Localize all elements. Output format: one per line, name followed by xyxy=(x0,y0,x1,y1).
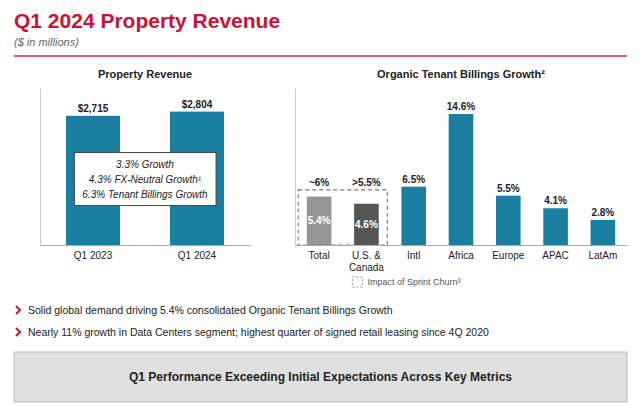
footer: Q1 Performance Exceeding Initial Expecta… xyxy=(129,370,512,384)
data-label: 2.8% xyxy=(591,207,614,218)
x-tick: Total xyxy=(309,245,330,261)
x-tick-label: Europe xyxy=(492,250,525,261)
x-tick-label: Africa xyxy=(448,250,474,261)
x-axis-line xyxy=(41,245,251,246)
data-label: 5.5% xyxy=(497,183,520,194)
x-axis: Q1 2023 Q1 2024 xyxy=(41,245,251,261)
y-axis xyxy=(295,89,296,246)
x-tick: LatAm xyxy=(588,245,617,261)
bar xyxy=(401,187,426,245)
x-tick-label: Q1 2024 xyxy=(178,250,217,261)
x-tick: U.S. &Canada xyxy=(349,245,384,273)
churn-box xyxy=(298,190,387,245)
chart-title: Organic Tenant Billings Growth² xyxy=(377,68,545,80)
data-label: $2,804 xyxy=(182,99,213,110)
inside-label: 5.4% xyxy=(308,215,331,226)
y-axis-line xyxy=(295,89,296,246)
x-tick: Africa xyxy=(448,245,474,261)
annotation: 6.3% Tenant Billings Growth xyxy=(82,189,208,200)
separator xyxy=(14,55,627,57)
bullet-text: Solid global demand driving 5.4% consoli… xyxy=(28,304,393,316)
annotation-box-frame xyxy=(74,153,216,206)
bar xyxy=(307,197,332,245)
data-label: $2,715 xyxy=(78,103,109,114)
data-label: >5.5% xyxy=(352,177,381,188)
x-axis-line xyxy=(296,245,628,246)
bar xyxy=(449,114,474,245)
annotation: 3.3% Growth xyxy=(116,159,174,170)
figure: Q1 2024 Property Revenue ($ in millions) P… xyxy=(0,0,640,419)
data-label: 14.6% xyxy=(447,101,475,112)
x-tick-label: Intl xyxy=(407,250,420,261)
data-label: ~6% xyxy=(309,177,329,188)
annotation-box: 3.3% Growth 4.3% FX-Neutral Growth¹ 6.3% T… xyxy=(74,153,216,206)
x-tick: Europe xyxy=(492,245,525,261)
plot-area xyxy=(66,112,224,245)
x-tick: Q1 2024 xyxy=(178,245,217,261)
footer-box xyxy=(14,352,627,402)
x-tick-label: APAC xyxy=(542,250,569,261)
data-label: 4.1% xyxy=(544,195,567,206)
bar xyxy=(354,204,379,245)
title: Q1 2024 Property Revenue xyxy=(14,9,280,32)
y-axis xyxy=(40,89,41,246)
chart: Property Revenue Q1 2023 Q1 2024 $2,715 $2,8… xyxy=(41,68,251,261)
x-tick-label: Q1 2023 xyxy=(74,250,113,261)
subtitle: ($ in millions) xyxy=(14,36,79,48)
x-tick: Intl xyxy=(407,245,420,261)
inside-label: 4.6% xyxy=(355,219,378,230)
annotation: 4.3% FX-Neutral Growth¹ xyxy=(89,174,202,185)
plot-area xyxy=(298,114,615,245)
x-tick-label: LatAm xyxy=(588,250,617,261)
y-axis-line xyxy=(40,89,41,246)
chart-title: Property Revenue xyxy=(98,68,192,80)
x-tick: APAC xyxy=(542,245,569,261)
bullet-icon xyxy=(16,328,20,336)
churn-legend-icon xyxy=(352,277,362,287)
x-tick: Q1 2023 xyxy=(74,245,113,261)
bar xyxy=(543,208,568,245)
x-tick-label: U.S. &Canada xyxy=(349,250,384,273)
x-axis: Total U.S. &Canada Intl Africa Europe APAC Lat… xyxy=(296,245,628,273)
bar xyxy=(591,220,616,245)
bullet-text: Nearly 11% growth in Data Centers segmen… xyxy=(28,326,489,338)
chart: Organic Tenant Billings Growth² Total U.S.… xyxy=(296,68,628,287)
data-label: 6.5% xyxy=(402,174,425,185)
bar xyxy=(496,196,521,245)
x-tick-label: Total xyxy=(309,250,330,261)
bullet-icon xyxy=(16,306,20,314)
churn-legend-label: Impact of Sprint Churn³ xyxy=(367,277,460,287)
